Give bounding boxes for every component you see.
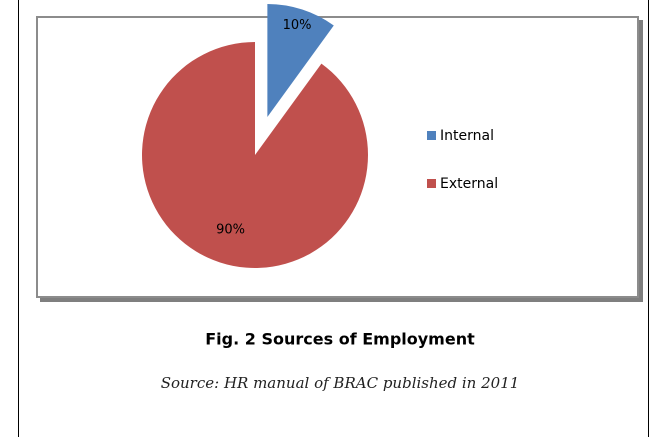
legend-swatch — [427, 131, 436, 140]
legend-label: Internal — [440, 128, 494, 144]
chart-title: Fig. 2 Sources of Employment — [205, 330, 475, 349]
pie-slice — [267, 3, 334, 117]
pie-slice — [141, 42, 368, 268]
legend-swatch — [427, 179, 436, 188]
chart-source: Source: HR manual of BRAC published in 2… — [161, 374, 520, 392]
data-label: 90% — [216, 223, 245, 238]
legend-label: External — [440, 176, 498, 192]
data-label: 10% — [283, 18, 312, 33]
